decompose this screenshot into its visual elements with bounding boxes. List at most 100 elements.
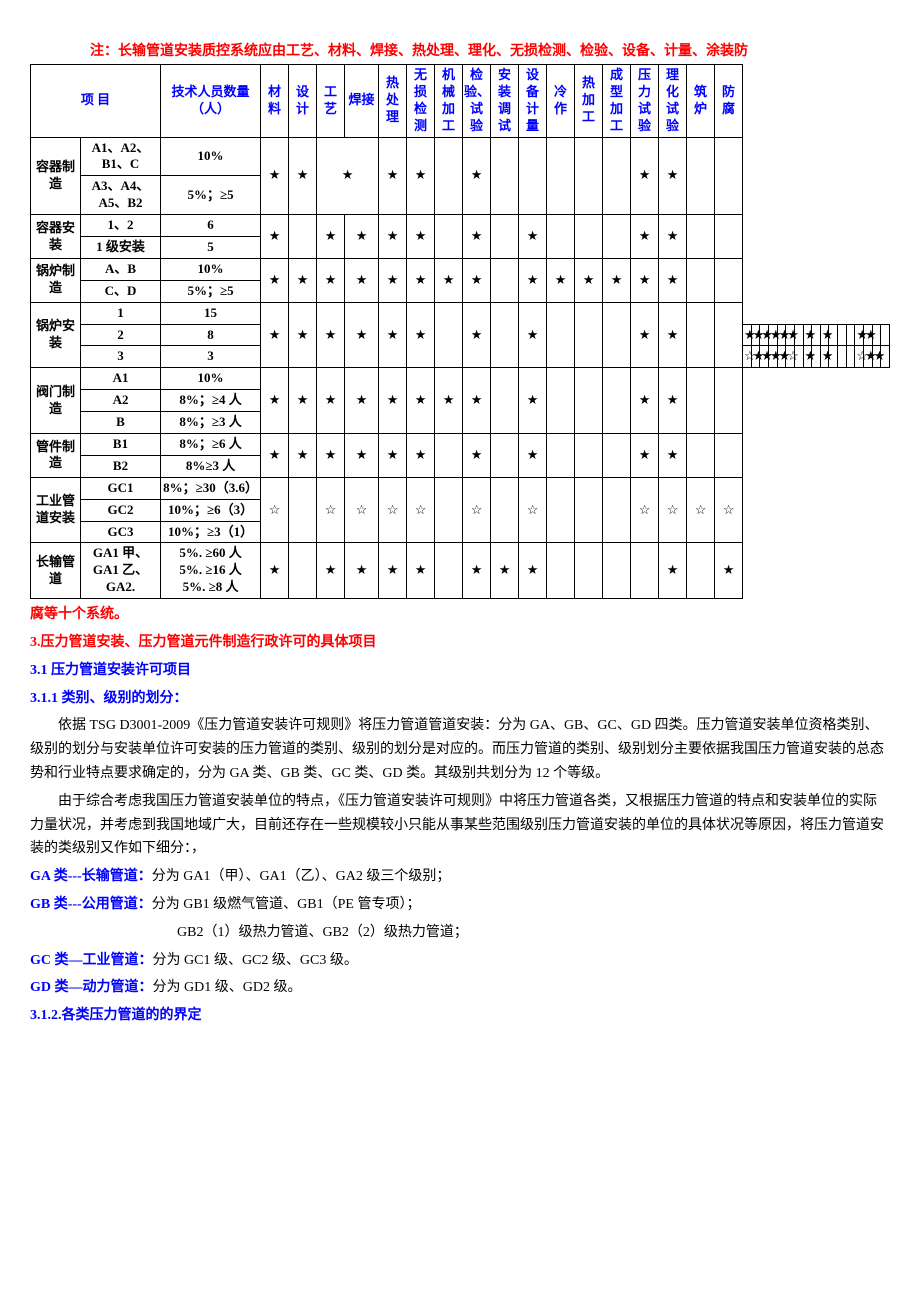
symbol-cell: ★ [519,543,547,599]
table-row: 锅炉制造A、B10%★★★★★★★★★★★★★★ [31,258,890,280]
symbol-cell: ★ [820,346,829,368]
symbol-cell: ★ [786,324,795,346]
symbol-cell [687,543,715,599]
symbol-cell: ★ [345,302,379,368]
th-col-8: 安装调试 [491,65,519,138]
th-col-3: 焊接 [345,65,379,138]
symbol-cell [575,302,603,368]
symbol-cell [715,215,743,259]
symbol-cell [838,346,847,368]
th-col-15: 筑炉 [687,65,715,138]
symbol-cell: ★ [261,434,289,478]
symbol-cell [687,258,715,302]
symbol-cell: ★ [463,543,491,599]
gb-line: GB 类---公用管道：分为 GB1 级燃气管道、GB1（PE 管专项）； [30,893,890,917]
symbol-cell [491,137,519,215]
quantity-cell: 5%. ≥60 人 5%. ≥16 人 5%. ≥8 人 [161,543,261,599]
table-row: 阀门制造A110%★★★★★★★★★★★ [31,368,890,390]
symbol-cell [547,477,575,543]
ga-line: GA 类---长输管道：分为 GA1（甲）、GA1（乙）、GA2 级三个级别； [30,865,890,889]
ga-text: 分为 GA1（甲）、GA1（乙）、GA2 级三个级别； [152,869,451,884]
symbol-cell [687,137,715,215]
symbol-cell: ★ [751,346,760,368]
symbol-cell: ★ [379,215,407,259]
symbol-cell: ☆ [715,477,743,543]
symbol-cell [491,258,519,302]
symbol-cell [603,302,631,368]
symbol-cell: ★ [463,215,491,259]
symbol-cell: ★ [575,258,603,302]
symbol-cell: ★ [463,434,491,478]
qualification-table: 项 目 技术人员数量（人） 材料 设计 工艺 焊接 热处理 无损检测 机械加工 … [30,64,890,599]
symbol-cell [491,302,519,368]
quantity-cell: 10% [161,258,261,280]
symbol-cell: ★ [743,324,752,346]
symbol-cell: ☆ [407,477,435,543]
quantity-cell: 15 [161,302,261,324]
paragraph-1: 依据 TSG D3001-2009《压力管道安装许可规则》将压力管道管道安装：分… [30,714,890,785]
symbol-cell: ★ [407,137,435,215]
symbol-cell: ★ [379,258,407,302]
subcategory-cell: B1 [81,434,161,456]
symbol-cell: ★ [631,434,659,478]
symbol-cell [603,434,631,478]
section-3-1-1: 3.1.1 类别、级别的划分： [30,687,890,711]
symbol-cell [687,368,715,434]
symbol-cell: ★ [803,324,812,346]
symbol-cell: ★ [317,302,345,368]
quantity-cell: 5%；≥5 [161,280,261,302]
symbol-cell: ★ [659,215,687,259]
symbol-cell [435,543,463,599]
symbol-cell [631,543,659,599]
symbol-cell: ★ [631,215,659,259]
subcategory-cell: 1 [81,302,161,324]
symbol-cell: ★ [659,258,687,302]
symbol-cell [491,368,519,434]
subcategory-cell: B2 [81,455,161,477]
table-row: 管件制造B18%；≥6 人★★★★★★★★★★ [31,434,890,456]
symbol-cell: ★ [379,368,407,434]
symbol-cell [575,215,603,259]
symbol-cell: ★ [519,434,547,478]
symbol-cell: ★ [379,434,407,478]
symbol-cell [289,477,317,543]
symbol-cell: ★ [777,324,786,346]
symbol-cell [435,477,463,543]
symbol-cell [547,434,575,478]
symbol-cell [687,302,715,368]
symbol-cell: ☆ [786,346,795,368]
symbol-cell: ★ [407,258,435,302]
symbol-cell: ★ [407,543,435,599]
symbol-cell: ★ [289,302,317,368]
symbol-cell: ☆ [631,477,659,543]
subcategory-cell: 2 [81,324,161,346]
th-col-2: 工艺 [317,65,345,138]
symbol-cell [603,543,631,599]
quantity-cell: 5%；≥5 [161,176,261,215]
note-bottom: 腐等十个系统。 [30,603,890,627]
symbol-cell [687,434,715,478]
symbol-cell: ★ [407,215,435,259]
symbol-cell: ★ [768,346,777,368]
symbol-cell: ★ [631,137,659,215]
subcategory-cell: GC2 [81,499,161,521]
symbol-cell: ★ [345,258,379,302]
table-body: 容器制造A1、A2、B1、C10%★★★★★★★★A3、A4、A5、B25%；≥… [31,137,890,599]
symbol-cell [435,137,463,215]
symbol-cell: ★ [435,258,463,302]
symbol-cell: ★ [519,258,547,302]
symbol-cell [289,543,317,599]
symbol-cell [547,368,575,434]
header-row: 项 目 技术人员数量（人） 材料 设计 工艺 焊接 热处理 无损检测 机械加工 … [31,65,890,138]
symbol-cell: ★ [463,258,491,302]
symbol-cell: ★ [659,543,687,599]
symbol-cell: ★ [463,137,491,215]
symbol-cell [715,368,743,434]
symbol-cell: ★ [751,324,760,346]
category-cell: 锅炉制造 [31,258,81,302]
symbol-cell: ★ [289,137,317,215]
table-row: 工业管道安装GC18%；≥30（3.6）☆☆☆☆☆☆☆☆☆☆☆ [31,477,890,499]
gc-label: GC 类—工业管道： [30,953,153,968]
symbol-cell [547,215,575,259]
symbol-cell: ★ [379,302,407,368]
